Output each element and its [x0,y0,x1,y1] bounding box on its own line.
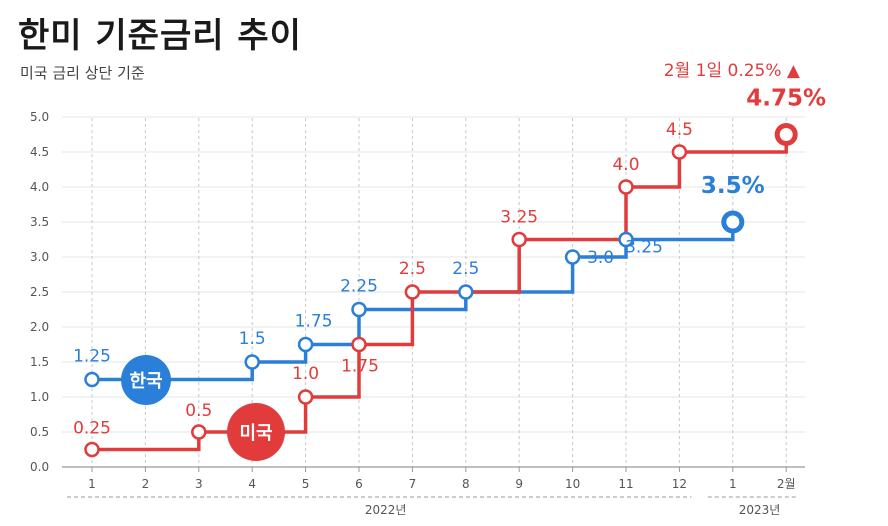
x-tick-label: 9 [515,477,523,491]
data-point [404,284,421,300]
data-point [191,424,207,440]
y-tick-label: 2.0 [30,320,49,334]
data-labels: 1.25 1.5 1.75 2.25 2.5 3.0 3.25 3.5% 0.25 0.5 1.0 1… [73,86,826,439]
x-tick-label: 12 [672,477,687,491]
data-label: 3.25 [500,208,538,228]
x-tick-label: 7 [409,477,417,491]
series-badge-label: 한국 [129,371,162,392]
annotation-label: 2월 1일 0.25% ▲ [664,61,801,81]
x-tick-label: 8 [462,477,470,491]
data-label: 1.5 [239,329,266,349]
data-label: 4.0 [612,155,639,175]
data-label: 4.75% [746,86,826,112]
x-tick-label: 1 [88,477,96,491]
y-tick-label: 4.5 [30,145,49,159]
x-tick-label: 4 [248,477,256,491]
x-tick-label: 2 [142,477,150,491]
data-point [458,284,474,300]
x-tick-label: 11 [618,477,633,491]
series-badge-1 [227,403,285,461]
axes: 0.00.51.01.52.02.53.03.54.04.55.01 2 3 4 5 6 7… [30,110,805,517]
data-label: 2.5 [399,259,426,279]
year-group-label: 2022년 [365,503,407,517]
y-tick-label: 5.0 [30,110,49,124]
x-tick-label: 10 [565,477,580,491]
series-badge-label: 미국 [239,423,272,444]
data-label: 3.0 [587,248,614,268]
y-tick-label: 0.0 [30,460,49,474]
data-label: 2.25 [340,277,378,297]
data-label: 3.5% [701,173,765,199]
y-tick-label: 3.0 [30,250,49,264]
data-point [618,179,634,195]
data-point [351,301,367,318]
data-label: 1.0 [292,364,319,384]
data-label: 1.25 [73,347,111,367]
data-point [618,231,634,248]
data-point [511,231,527,248]
data-label: 0.5 [185,401,212,421]
data-point [244,354,260,370]
data-label: 1.75 [341,357,379,377]
x-tick-label: 2월 [777,477,796,491]
year-group-label: 2023년 [739,503,781,517]
data-point [297,389,314,405]
y-tick-label: 0.5 [30,425,49,439]
series-points [84,123,798,458]
data-label: 1.75 [295,312,333,332]
x-tick-label: 3 [195,477,203,491]
data-label: 0.25 [73,419,111,439]
y-tick-label: 1.5 [30,355,49,369]
chart-subtitle: 미국 금리 상단 기준 [20,64,145,82]
series-badge-0 [121,355,171,405]
data-point [671,144,688,160]
data-point [84,371,100,388]
x-tick-label: 6 [355,477,363,491]
x-tick-label: 5 [302,477,310,491]
data-point [774,123,798,146]
data-point [564,249,581,265]
chart-title: 한미 기준금리 추이 [18,16,302,56]
data-label: 3.25 [625,238,663,258]
y-tick-label: 1.0 [30,390,49,404]
x-tick-label: 1 [729,477,737,491]
y-tick-label: 3.5 [30,215,49,229]
y-tick-label: 4.0 [30,180,49,194]
data-point [297,336,314,353]
data-label: 4.5 [666,120,693,140]
data-point [351,336,367,353]
y-tick-label: 2.5 [30,285,49,299]
data-point [84,441,100,458]
data-point [721,210,745,234]
data-label: 2.5 [452,259,479,279]
